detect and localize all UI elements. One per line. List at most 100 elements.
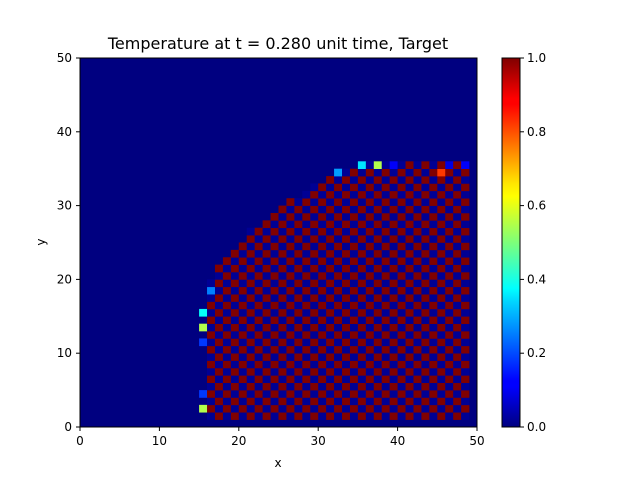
heatmap-cell [254, 404, 263, 413]
heatmap-cell [254, 375, 263, 384]
heatmap-cell [365, 249, 375, 258]
heatmap-cell [326, 308, 335, 317]
heatmap-cell [357, 264, 367, 273]
heatmap-cell [222, 338, 232, 347]
heatmap-cell [318, 316, 327, 324]
heatmap-cell [294, 212, 303, 221]
heatmap-cell [357, 382, 367, 391]
heatmap-cell [294, 279, 303, 288]
heatmap-cell [262, 220, 271, 229]
heatmap-cell [294, 397, 303, 406]
heatmap-cell [357, 190, 367, 199]
heatmap-cell [262, 316, 271, 324]
heatmap-cell [326, 353, 335, 361]
heatmap-cell [397, 286, 406, 295]
heatmap-cell [397, 249, 406, 258]
heatmap-cell [397, 382, 406, 391]
heatmap-cell [318, 212, 327, 221]
heatmap-cell [310, 316, 319, 324]
heatmap-cell [294, 382, 303, 391]
heatmap-cell [302, 301, 311, 310]
heatmap-cell [302, 308, 311, 317]
heatmap-cell [246, 375, 255, 384]
heatmap-cell [302, 375, 311, 384]
heatmap-cell [222, 264, 232, 273]
heatmap-cell [294, 360, 303, 369]
heatmap-cell [421, 404, 430, 413]
heatmap-cell [405, 360, 414, 369]
heatmap-cell [349, 375, 359, 384]
heatmap-cell [310, 183, 319, 192]
heatmap-cell [397, 338, 406, 347]
heatmap-cell [214, 316, 224, 324]
heatmap-cell [365, 190, 375, 199]
heatmap-cell [357, 353, 367, 361]
heatmap-cell [373, 183, 383, 192]
heatmap-cell [453, 220, 462, 229]
heatmap-cell [373, 294, 383, 302]
heatmap-cell [349, 242, 359, 251]
heatmap-cell [294, 308, 303, 317]
heatmap-cell [381, 272, 390, 280]
heatmap-cell [437, 205, 446, 214]
heatmap-cell [230, 323, 240, 332]
heatmap-cell [397, 220, 406, 229]
heatmap-cell [413, 390, 422, 398]
heatmap-cell [246, 390, 255, 398]
heatmap-cell [421, 198, 430, 206]
heatmap-cell [334, 375, 343, 384]
heatmap-cell [437, 286, 446, 295]
heatmap-cell [397, 198, 406, 206]
heatmap-cell [214, 264, 224, 273]
heatmap-cell [334, 264, 343, 273]
heatmap-cell [222, 331, 232, 339]
heatmap-cell [437, 294, 446, 302]
heatmap-cell [334, 235, 343, 243]
heatmap-cell [246, 235, 255, 243]
heatmap-cell [461, 316, 470, 324]
heatmap-cell [310, 220, 319, 229]
heatmap-cell [405, 412, 414, 420]
heatmap-cell [389, 279, 398, 288]
heatmap-cell [413, 323, 422, 332]
heatmap-cell [278, 257, 287, 265]
heatmap-cell [254, 272, 263, 280]
heatmap-cell [405, 220, 414, 229]
heatmap-cell [326, 198, 335, 206]
heatmap-cell [310, 212, 319, 221]
heatmap-cell [381, 382, 390, 391]
heatmap-cell [238, 242, 248, 251]
x-tick-label: 40 [390, 434, 405, 448]
heatmap-cell [286, 257, 295, 265]
heatmap-cell [294, 345, 303, 354]
heatmap-cell [270, 286, 279, 295]
heatmap-cell [413, 242, 422, 251]
heatmap-cell [381, 316, 390, 324]
heatmap-cell [349, 264, 359, 273]
heatmap-cell [429, 382, 438, 391]
heatmap-cell [254, 353, 263, 361]
heatmap-cell [207, 286, 216, 295]
heatmap-cell [270, 242, 279, 251]
heatmap-cell [286, 308, 295, 317]
heatmap-cell [429, 331, 438, 339]
heatmap-cell [437, 183, 446, 192]
heatmap-cell [381, 323, 390, 332]
x-axis-label: x [274, 456, 281, 470]
heatmap-cell [421, 375, 430, 384]
heatmap-cell [453, 331, 462, 339]
heatmap-cell [326, 301, 335, 310]
heatmap-cell [349, 360, 359, 369]
heatmap-cell [230, 316, 240, 324]
heatmap-cell [389, 220, 398, 229]
heatmap-cell [373, 249, 383, 258]
heatmap-cell [326, 257, 335, 265]
heatmap-cell [453, 242, 462, 251]
heatmap-cell [262, 235, 271, 243]
heatmap-cell [318, 190, 327, 199]
heatmap-cell [222, 412, 232, 420]
heatmap-cell [429, 257, 438, 265]
heatmap-cell [334, 212, 343, 221]
heatmap-cell [413, 331, 422, 339]
